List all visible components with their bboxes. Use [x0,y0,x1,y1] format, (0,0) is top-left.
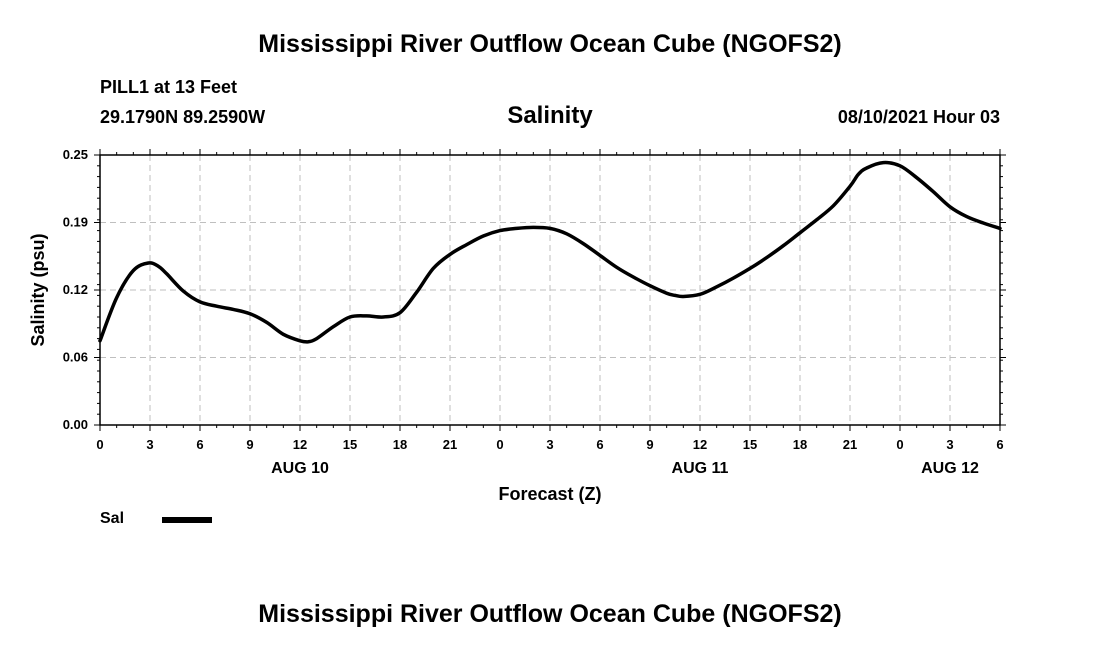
x-tick-label: 18 [793,437,807,452]
y-tick-label: 0.19 [63,215,88,230]
date-label: AUG 10 [271,460,329,477]
x-tick-label: 21 [843,437,857,452]
grid-lines [100,155,1000,425]
x-tick-label: 9 [246,437,253,452]
x-tick-label: 3 [946,437,953,452]
forecast-datetime: 08/10/2021 Hour 03 [837,107,1000,127]
y-tick-label: 0.00 [63,417,88,432]
date-label: AUG 12 [921,460,979,477]
salinity-chart: 0.00 0.06 0.12 0.19 0.25 0 3 6 9 12 15 18 21 0 3 6 9 12 1… [28,147,1006,504]
x-tick-label: 12 [693,437,707,452]
x-tick-label: 3 [146,437,153,452]
date-labels: AUG 10 AUG 11 AUG 12 [271,460,979,477]
legend-swatch [162,517,212,523]
x-tick-label: 6 [596,437,603,452]
y-tick-label: 0.06 [63,350,88,365]
x-tick-label: 9 [646,437,653,452]
x-tick-label: 6 [996,437,1003,452]
y-tick-label: 0.12 [63,282,88,297]
x-tick-label: 15 [343,437,357,452]
variable-title: Salinity [507,102,593,129]
x-axis-ticks: 0 3 6 9 12 15 18 21 0 3 6 9 12 15 18 21 0 3 6 [96,149,1004,452]
x-tick-label: 21 [443,437,457,452]
x-tick-label: 12 [293,437,307,452]
x-tick-label: 6 [196,437,203,452]
station-coordinates: 29.1790N 89.2590W [100,107,266,127]
y-axis-label: Salinity (psu) [28,233,48,346]
y-tick-label: 0.25 [63,147,88,162]
x-tick-label: 0 [496,437,503,452]
footer-title: Mississippi River Outflow Ocean Cube (NG… [258,600,842,628]
legend-label: Sal [100,510,125,527]
x-tick-label: 0 [96,437,103,452]
x-tick-label: 0 [896,437,903,452]
series-line-sal [98,160,1002,344]
date-label: AUG 11 [672,460,729,477]
series-group [98,160,1002,344]
x-axis-label: Forecast (Z) [498,484,601,504]
chart-title: Mississippi River Outflow Ocean Cube (NG… [258,30,842,58]
station-label: PILL1 at 13 Feet [100,77,238,97]
y-axis-ticks: 0.00 0.06 0.12 0.19 0.25 [63,147,1006,432]
x-tick-label: 18 [393,437,407,452]
x-tick-label: 3 [546,437,553,452]
x-tick-label: 15 [743,437,757,452]
